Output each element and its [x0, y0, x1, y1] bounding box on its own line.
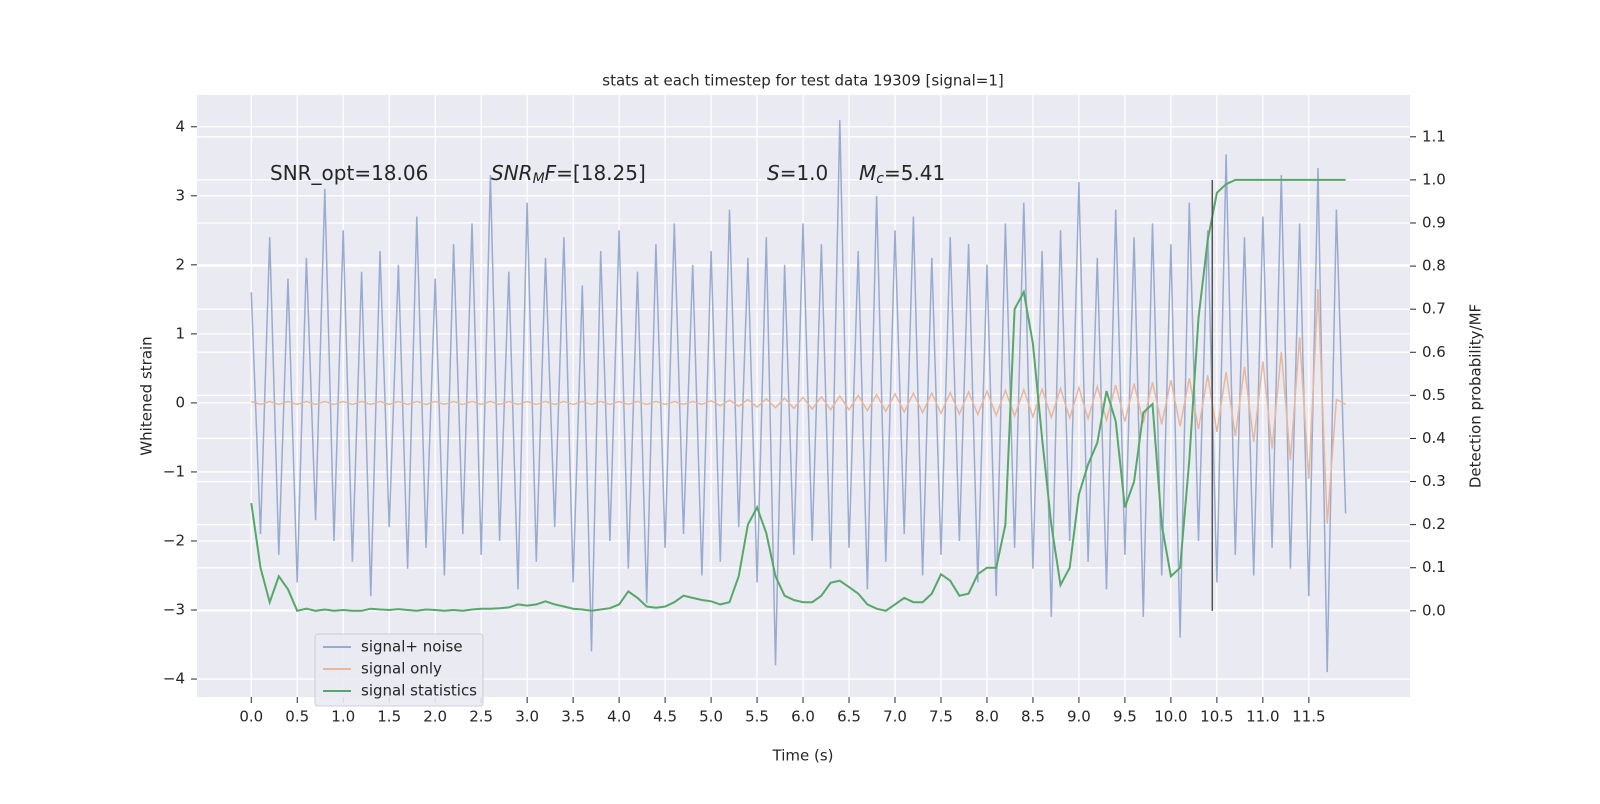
- x-tick-label: 8.5: [1021, 708, 1045, 726]
- x-tick-label: 1.5: [377, 708, 401, 726]
- annotation-part: S: [767, 161, 780, 185]
- y-tick-label: 3: [175, 186, 185, 204]
- y2-tick-label: 0.2: [1422, 515, 1446, 533]
- y2-tick-label: 0.7: [1422, 300, 1446, 318]
- annotation: SNR_opt=18.06: [270, 161, 428, 185]
- y2-tick-label: 0.6: [1422, 343, 1446, 361]
- y2-tick-label: 0.3: [1422, 472, 1446, 490]
- annotation-part: SNR_opt=18.06: [270, 161, 428, 185]
- x-tick-label: 5.0: [699, 708, 723, 726]
- series-line: [251, 288, 1346, 524]
- annotation: SNRMF=[18.25]: [491, 161, 646, 188]
- annotation: S=1.0: [767, 161, 828, 185]
- y-tick-label: −1: [163, 462, 185, 480]
- x-tick-label: 4.5: [653, 708, 677, 726]
- x-tick-label: 5.5: [745, 708, 769, 726]
- y2-tick-label: 0.9: [1422, 213, 1446, 231]
- y-tick-label: −4: [163, 670, 185, 688]
- y-tick-label: 0: [175, 393, 185, 411]
- annotation-part: M: [859, 161, 876, 185]
- x-tick-label: 1.0: [331, 708, 355, 726]
- annotation-part: =1.0: [780, 161, 829, 185]
- annotation-part: =5.41: [884, 161, 945, 185]
- chart-title: stats at each timestep for test data 193…: [602, 72, 1003, 90]
- annotation-part: F: [545, 161, 557, 185]
- y-tick-label: 4: [175, 117, 185, 135]
- x-tick-label: 10.5: [1200, 708, 1233, 726]
- x-tick-label: 0.0: [239, 708, 263, 726]
- x-tick-label: 2.0: [423, 708, 447, 726]
- x-tick-label: 3.0: [515, 708, 539, 726]
- annotation-part: c: [876, 171, 884, 187]
- x-tick-label: 9.5: [1113, 708, 1137, 726]
- y-tick-label: −3: [163, 601, 185, 619]
- x-tick-label: 2.5: [469, 708, 493, 726]
- x-tick-label: 11.5: [1292, 708, 1325, 726]
- x-tick-label: 7.0: [883, 708, 907, 726]
- y2-tick-label: 1.0: [1422, 170, 1446, 188]
- x-tick-label: 0.5: [285, 708, 309, 726]
- y2-tick-label: 0.8: [1422, 257, 1446, 275]
- legend-box: [314, 633, 484, 707]
- x-tick-label: 9.0: [1067, 708, 1091, 726]
- x-tick-label: 7.5: [929, 708, 953, 726]
- y2-tick-label: 0.4: [1422, 429, 1446, 447]
- x-tick-label: 8.0: [975, 708, 999, 726]
- x-tick-label: 10.0: [1154, 708, 1187, 726]
- annotation-part: =[18.25]: [556, 161, 646, 185]
- x-tick-label: 11.0: [1246, 708, 1279, 726]
- y2-tick-label: 1.1: [1422, 127, 1446, 145]
- legend-label: signal statistics: [361, 682, 477, 700]
- x-tick-label: 6.5: [837, 708, 861, 726]
- series-line: [250, 178, 1346, 612]
- y2-tick-label: 0.0: [1422, 601, 1446, 619]
- annotation: Mc=5.41: [859, 161, 945, 188]
- x-tick-label: 6.0: [791, 708, 815, 726]
- annotation-part: M: [533, 171, 545, 187]
- x-axis-label: Time (s): [772, 747, 834, 765]
- y-axis-label: Whitened strain: [138, 336, 156, 455]
- y-tick-label: 1: [175, 324, 185, 342]
- x-tick-label: 3.5: [561, 708, 585, 726]
- y2-axis-label: Detection probability/MF: [1467, 304, 1485, 488]
- legend-label: signal+ noise: [361, 638, 463, 656]
- y2-tick-label: 0.5: [1422, 386, 1446, 404]
- y-tick-label: −2: [163, 531, 185, 549]
- y-tick-label: 2: [175, 255, 185, 273]
- x-tick-label: 4.0: [607, 708, 631, 726]
- series-line: [250, 119, 1347, 673]
- annotation-part: SNR: [491, 161, 533, 185]
- legend-label: signal only: [361, 660, 442, 678]
- y2-tick-label: 0.1: [1422, 558, 1446, 576]
